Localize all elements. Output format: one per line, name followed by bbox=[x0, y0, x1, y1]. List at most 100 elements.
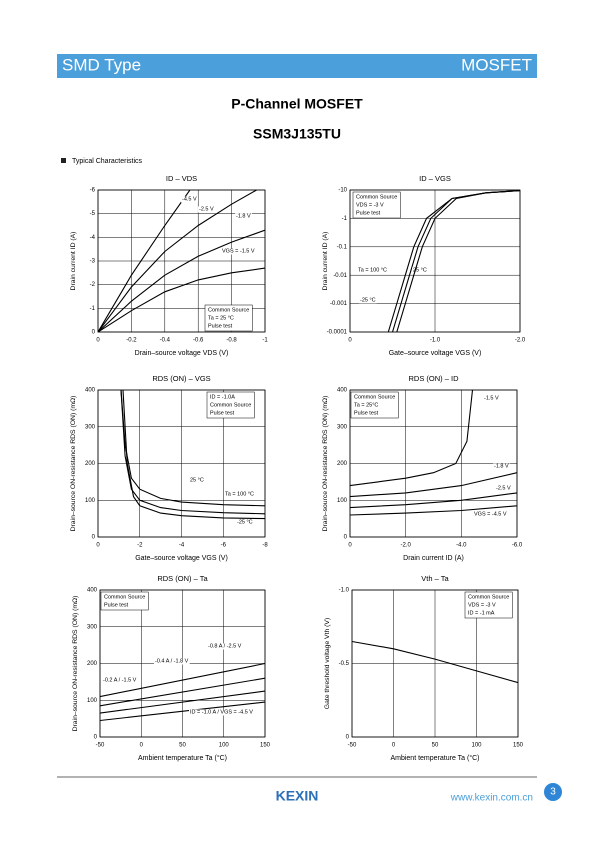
y-tick-label: -5 bbox=[90, 211, 96, 217]
annotation: Common Source VDS = -3 V ID = -1 mA bbox=[464, 591, 513, 619]
curve-label: -1.5 V bbox=[484, 395, 499, 401]
curve-label-bg bbox=[181, 196, 199, 203]
x-tick-label: 0 bbox=[140, 743, 144, 749]
y-tick-label: -1 bbox=[90, 306, 96, 312]
annotation: ID = -1.0A Common Source Pulse test bbox=[206, 391, 255, 419]
curve-label: -25 °C bbox=[237, 519, 253, 525]
curve-label: 25 °C bbox=[413, 267, 427, 273]
y-axis-label: Drain current ID (A) bbox=[322, 232, 329, 291]
annotation-text: Common Source bbox=[208, 307, 249, 313]
annotation-box bbox=[204, 304, 253, 332]
curve bbox=[350, 492, 517, 509]
header-left: SMD Type bbox=[62, 55, 141, 74]
y-axis-label: Drain current ID (A) bbox=[70, 232, 77, 291]
y-tick-label: 400 bbox=[337, 388, 348, 394]
y-tick-label: 100 bbox=[85, 498, 96, 504]
annotation: Common Source VDS = -3 V Pulse test bbox=[352, 191, 401, 219]
page-badge bbox=[544, 783, 562, 801]
curve-label-bg bbox=[207, 643, 243, 650]
annotation: Common Source Ta = 25 °C Pulse test bbox=[204, 304, 253, 332]
x-tick-label: -8 bbox=[262, 543, 268, 549]
x-tick-label: -50 bbox=[96, 743, 105, 749]
chart-title: RDS (ON) – VGS bbox=[152, 374, 210, 383]
annotation-text: Common Source bbox=[210, 402, 251, 408]
x-tick-label: -6 bbox=[221, 543, 227, 549]
y-tick-label: -10 bbox=[338, 188, 347, 194]
annotation-box bbox=[352, 191, 401, 219]
chart-title: ID – VDS bbox=[166, 174, 197, 183]
x-axis-label: Drain–source voltage VDS (V) bbox=[135, 350, 229, 357]
curve-label: -1.8 V bbox=[236, 213, 251, 219]
curve-label: -0.4 A / -1.8 V bbox=[155, 658, 189, 664]
header-right: MOSFET bbox=[461, 55, 532, 74]
x-tick-label: 0 bbox=[392, 743, 396, 749]
curve-label: -0.2 A / -1.5 V bbox=[103, 677, 137, 683]
title: P-Channel MOSFET bbox=[231, 96, 363, 112]
curve-label: Ta = 100 °C bbox=[225, 491, 254, 497]
curve bbox=[100, 677, 265, 707]
footer-logo: KEXIN bbox=[276, 788, 319, 804]
annotation-box bbox=[206, 391, 255, 419]
y-tick-label: -0.01 bbox=[333, 273, 347, 279]
annotation-text: Pulse test bbox=[104, 602, 129, 608]
curve-label: -25 °C bbox=[360, 297, 376, 303]
subtitle: SSM3J135TU bbox=[253, 126, 341, 142]
curve-label-bg bbox=[493, 463, 511, 470]
annotation-text: Pulse test bbox=[354, 410, 379, 416]
bullet bbox=[61, 158, 66, 163]
curve bbox=[350, 390, 474, 487]
curve-label-bg bbox=[236, 519, 254, 526]
curve bbox=[122, 390, 265, 520]
annotation: Common Source Pulse test bbox=[100, 591, 149, 611]
curve bbox=[98, 190, 191, 332]
chart-title: ID – VGS bbox=[419, 174, 451, 183]
annotation-text: Common Source bbox=[104, 594, 145, 600]
annotation-text: Ta = 25°C bbox=[354, 402, 378, 408]
curve bbox=[350, 505, 517, 516]
y-tick-label: 300 bbox=[337, 424, 348, 430]
annotation-text: Ta = 25 °C bbox=[208, 315, 234, 321]
curve-label-bg bbox=[473, 511, 508, 518]
x-axis-label: Gate–source voltage VGS (V) bbox=[135, 555, 228, 562]
y-axis-label: Drain–source ON-resistance RDS (ON) (mΩ) bbox=[72, 596, 79, 732]
x-tick-label: -2.0 bbox=[515, 338, 526, 344]
x-tick-label: 50 bbox=[432, 743, 439, 749]
curve bbox=[100, 701, 265, 722]
curve-label-bg bbox=[235, 213, 253, 220]
curve-label: VGS = -1.5 V bbox=[222, 248, 255, 254]
x-tick-label: -0.4 bbox=[160, 338, 171, 344]
x-axis-label: Drain current ID (A) bbox=[403, 555, 464, 562]
x-tick-label: -1.0 bbox=[430, 338, 441, 344]
x-axis-label: Ambient temperature Ta (°C) bbox=[390, 754, 479, 762]
footer-url: www.kexin.com.cn bbox=[450, 793, 533, 804]
x-tick-label: 0 bbox=[96, 338, 100, 344]
x-axis-label: Gate–source voltage VGS (V) bbox=[389, 350, 482, 357]
y-tick-label: 200 bbox=[85, 461, 96, 467]
x-tick-label: 0 bbox=[348, 543, 352, 549]
curve-label-bg bbox=[221, 248, 256, 255]
x-tick-label: -2.0 bbox=[400, 543, 411, 549]
chart-title: RDS (ON) – Ta bbox=[157, 574, 208, 583]
x-tick-label: 50 bbox=[179, 743, 186, 749]
curve bbox=[100, 690, 265, 714]
curve-label-bg bbox=[154, 658, 190, 665]
y-tick-label: -0.1 bbox=[337, 244, 348, 250]
y-tick-label: -0.5 bbox=[339, 661, 350, 667]
y-tick-label: 100 bbox=[87, 698, 98, 704]
curve bbox=[350, 472, 517, 498]
curve bbox=[98, 190, 257, 332]
y-tick-label: 0 bbox=[92, 330, 96, 336]
x-tick-label: -6.0 bbox=[512, 543, 523, 549]
y-tick-label: 200 bbox=[87, 661, 98, 667]
x-tick-label: -2 bbox=[137, 543, 143, 549]
annotation-text: VDS = -3 V bbox=[356, 202, 384, 208]
y-tick-label: 0 bbox=[346, 735, 350, 741]
x-tick-label: -1 bbox=[262, 338, 268, 344]
x-tick-label: -50 bbox=[348, 743, 357, 749]
x-tick-label: 150 bbox=[260, 743, 271, 749]
annotation-text: VDS = -3 V bbox=[468, 602, 496, 608]
y-tick-label: 0 bbox=[94, 735, 98, 741]
y-tick-label: 300 bbox=[87, 624, 98, 630]
x-tick-label: -4.0 bbox=[456, 543, 467, 549]
